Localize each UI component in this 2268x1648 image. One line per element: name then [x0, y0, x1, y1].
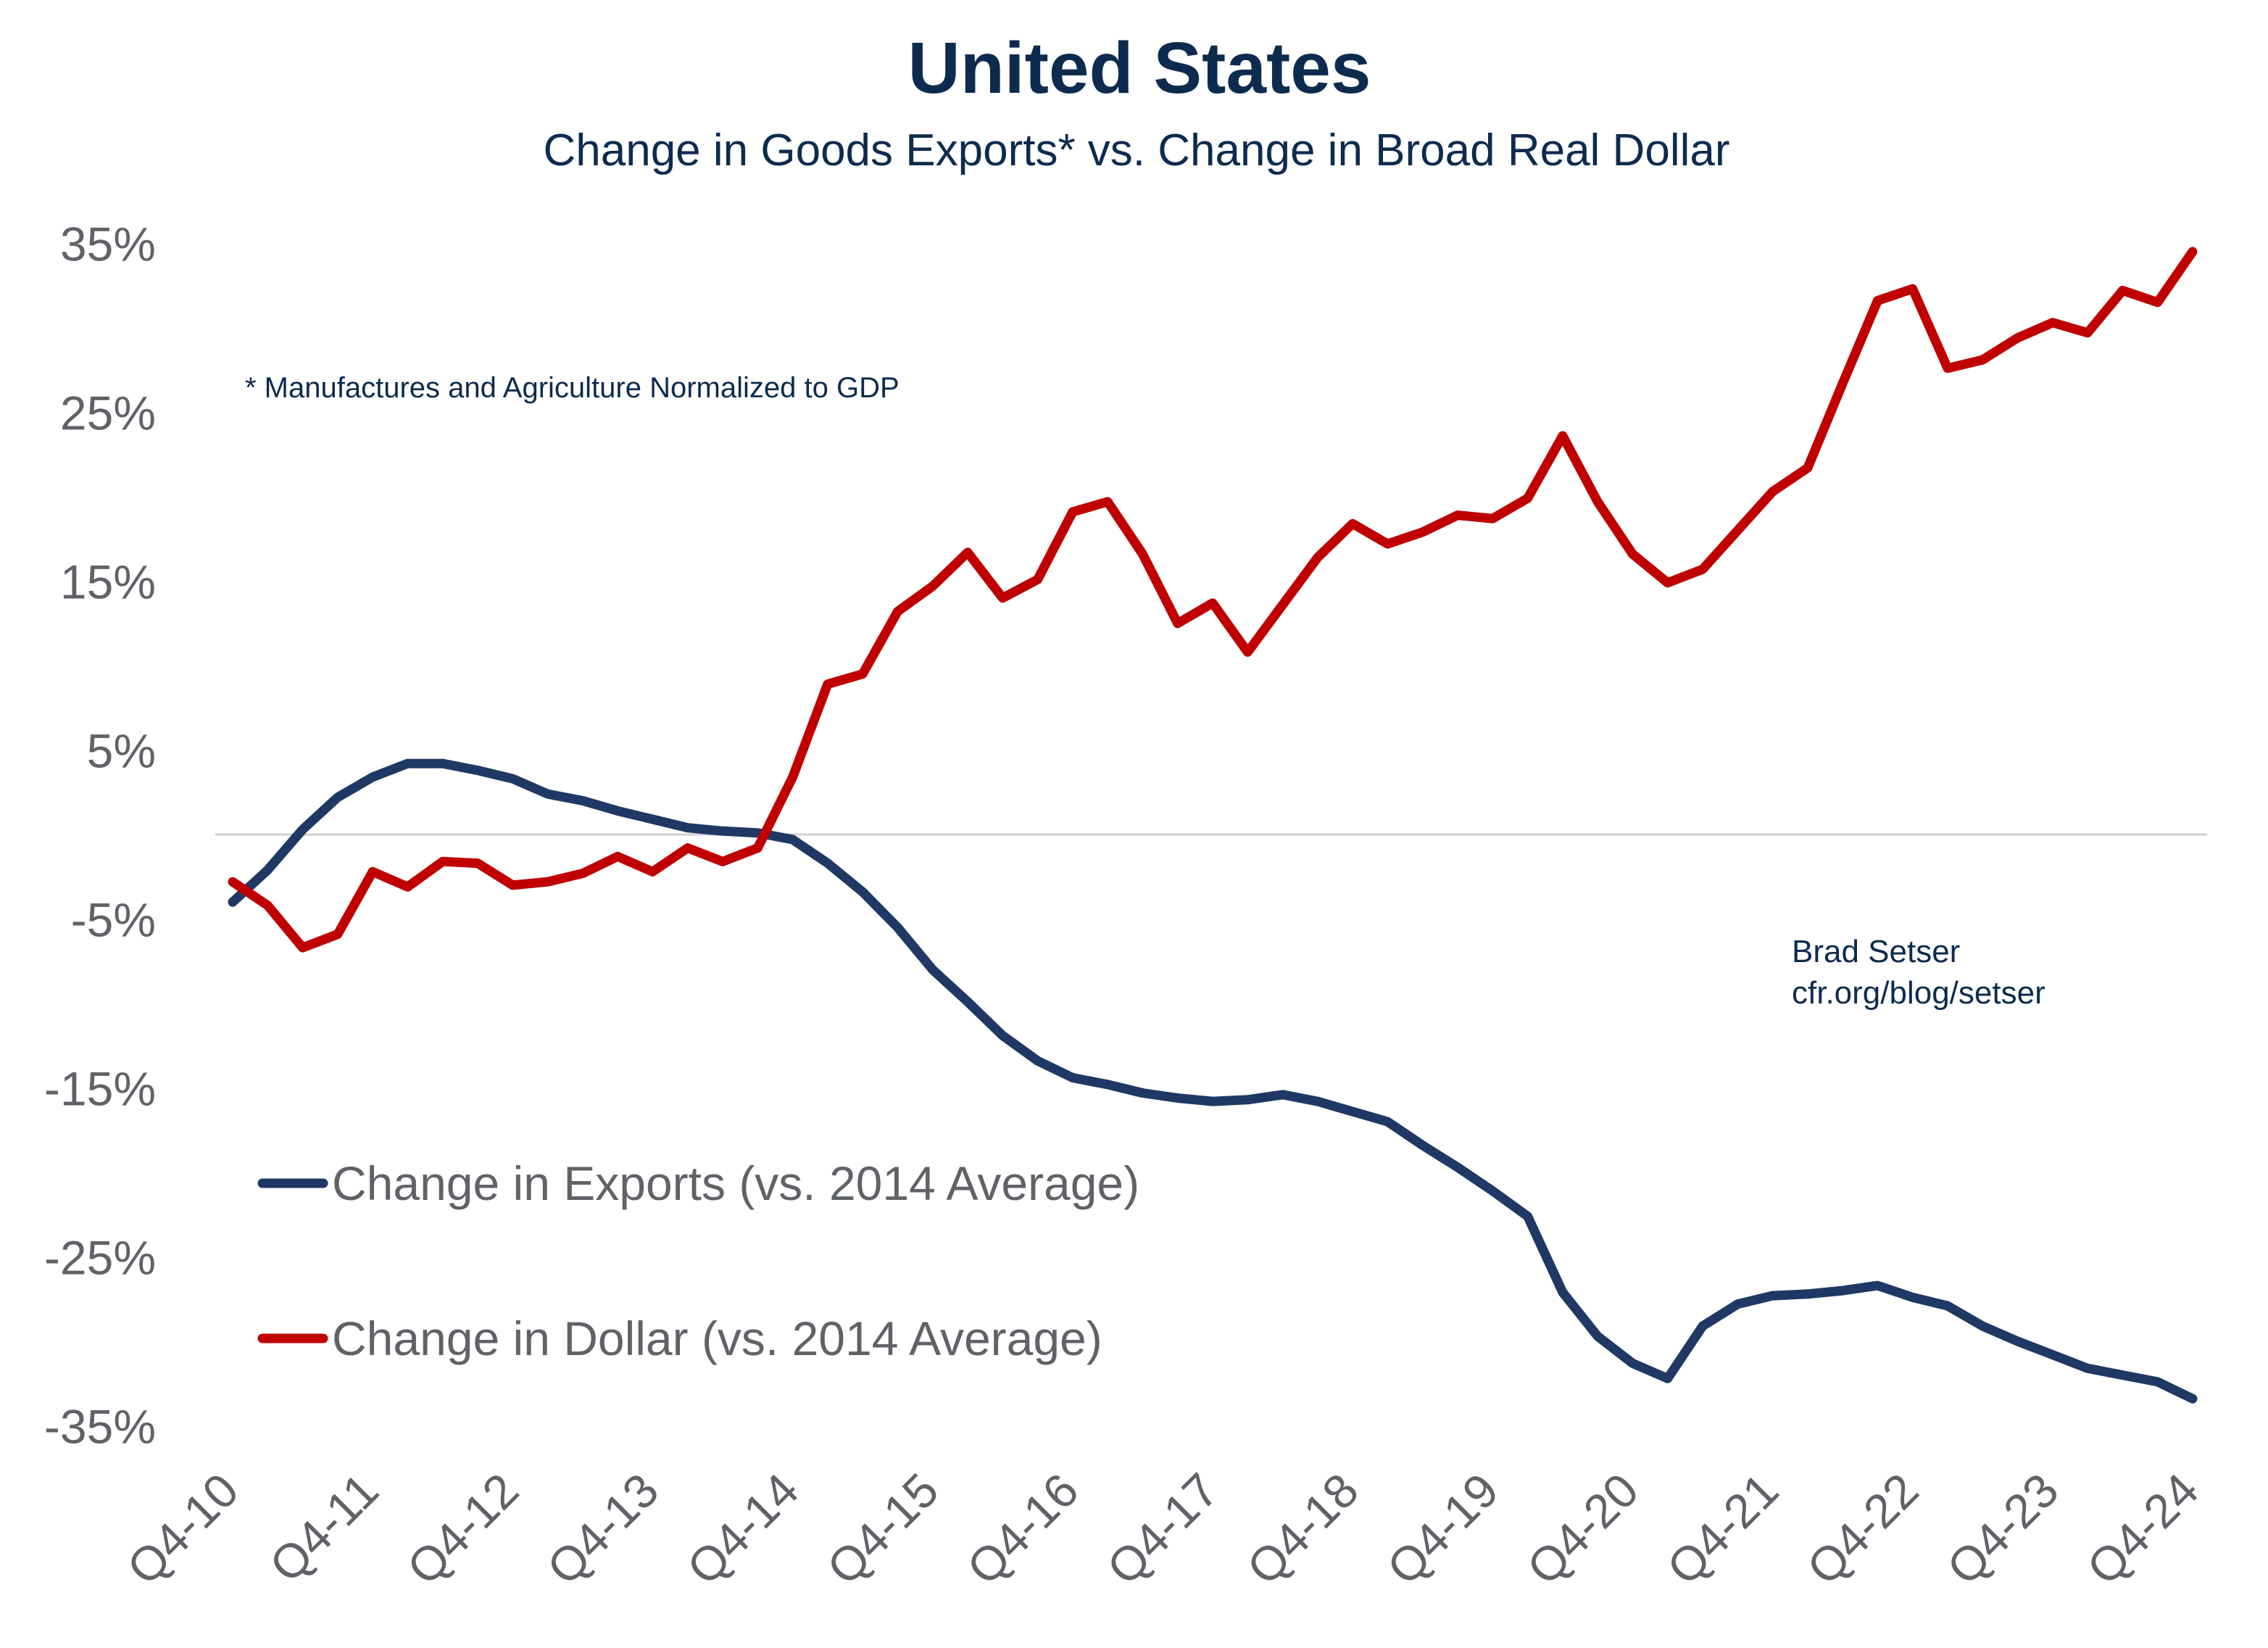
chart-subtitle: Change in Goods Exports* vs. Change in B…	[543, 125, 1729, 175]
legend-label: Change in Dollar (vs. 2014 Average)	[332, 1312, 1102, 1365]
y-tick-label: -15%	[44, 1062, 156, 1116]
series-line-dollar	[228, 247, 2198, 953]
series-line-exports	[228, 758, 2198, 1404]
x-tick-label: Q4-17	[1097, 1463, 1229, 1595]
x-tick-label: Q4-11	[259, 1463, 389, 1593]
legend-label: Change in Exports (vs. 2014 Average)	[332, 1156, 1139, 1210]
credit-url: cfr.org/blog/setser	[1792, 975, 2045, 1011]
x-tick-label: Q4-24	[2077, 1463, 2209, 1595]
credit-author: Brad Setser	[1792, 934, 1960, 969]
x-tick-label: Q4-21	[1656, 1463, 1788, 1595]
y-tick-label: 35%	[60, 218, 156, 271]
x-tick-label: Q4-12	[396, 1463, 528, 1595]
footnote: * Manufactures and Agriculture Normalize…	[245, 372, 900, 404]
x-tick-label: Q4-22	[1797, 1463, 1929, 1595]
x-tick-label: Q4-14	[676, 1463, 808, 1595]
y-tick-label: 15%	[60, 555, 156, 609]
x-tick-label: Q4-10	[117, 1463, 249, 1595]
x-tick-label: Q4-20	[1516, 1463, 1648, 1595]
y-tick-label: 5%	[87, 724, 156, 778]
chart-title: United States	[907, 28, 1371, 109]
x-tick-label: Q4-16	[957, 1463, 1089, 1595]
x-tick-label: Q4-18	[1237, 1463, 1368, 1595]
y-tick-label: -35%	[44, 1400, 156, 1454]
x-tick-label: Q4-19	[1376, 1463, 1508, 1595]
x-tick-label: Q4-23	[1937, 1463, 2069, 1595]
x-tick-label: Q4-15	[817, 1463, 949, 1595]
x-tick-label: Q4-13	[536, 1463, 668, 1595]
y-tick-label: -25%	[44, 1231, 156, 1285]
y-tick-label: 25%	[60, 386, 156, 440]
y-tick-label: -5%	[71, 893, 156, 947]
